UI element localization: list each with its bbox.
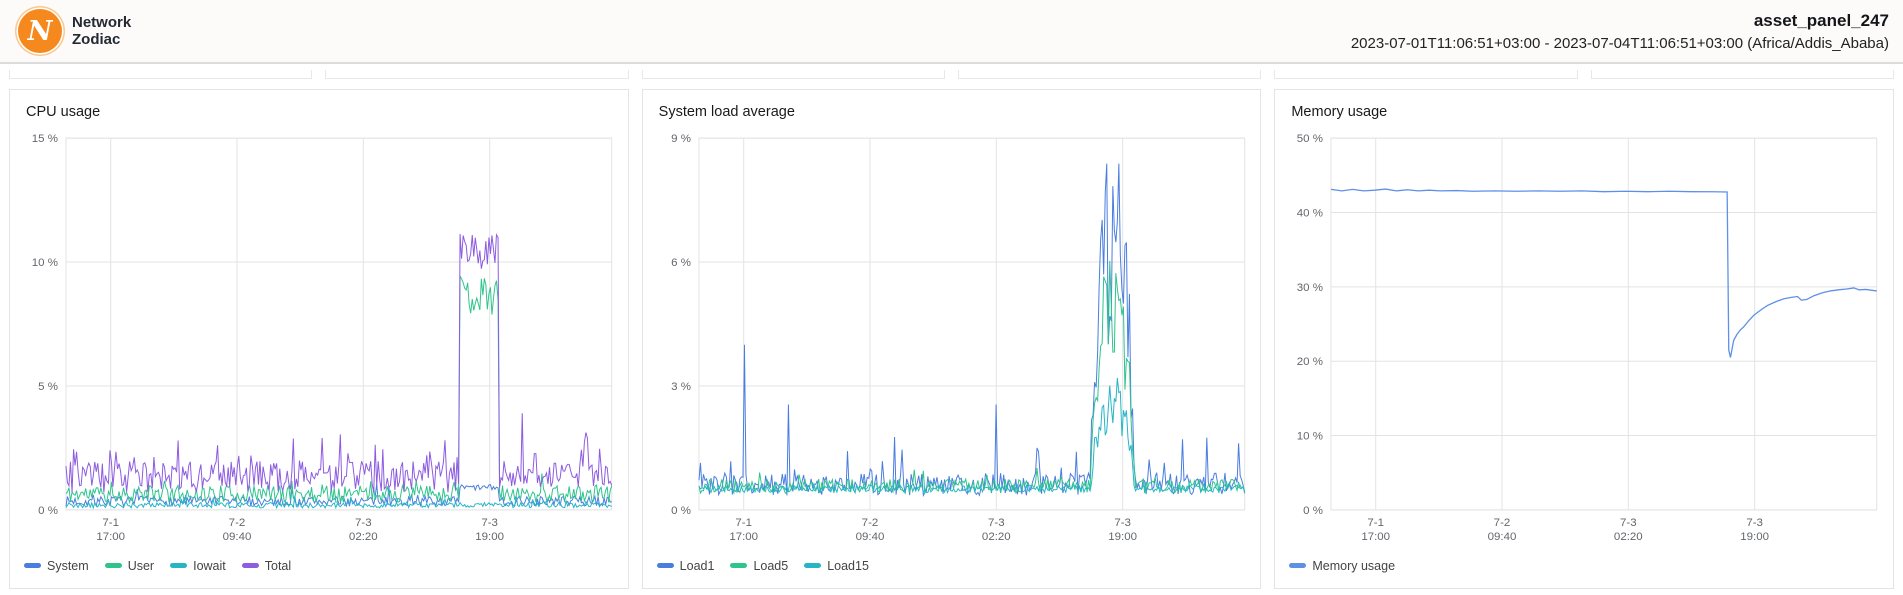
legend-label: User — [127, 558, 155, 573]
svg-text:10 %: 10 % — [32, 257, 58, 269]
chart-title: CPU usage — [26, 104, 101, 120]
cutoff-panel — [1274, 70, 1578, 79]
legend-swatch-icon — [24, 563, 41, 568]
svg-text:7-2: 7-2 — [229, 517, 246, 529]
svg-text:02:20: 02:20 — [982, 531, 1011, 543]
brand-name-line2: Zodiac — [72, 31, 121, 48]
memory-usage-chart[interactable]: 0 % 10 % 20 % 30 % 40 % 50 % 7-1 17:00 7-2 09:40 7… — [1275, 124, 1893, 556]
header-right: asset_panel_247 2023-07-01T11:06:51+03:0… — [1351, 11, 1889, 52]
legend-item-total[interactable]: Total — [241, 558, 292, 573]
svg-text:30 %: 30 % — [1297, 282, 1323, 294]
svg-text:02:20: 02:20 — [1614, 531, 1643, 543]
svg-text:7-3: 7-3 — [988, 517, 1005, 529]
svg-text:0 %: 0 % — [38, 505, 58, 517]
svg-text:09:40: 09:40 — [1488, 531, 1517, 543]
cpu-usage-chart[interactable]: 0 % 5 % 10 % 15 % 7-1 17:00 7-2 09:40 7-3 02:20 7-… — [10, 124, 628, 556]
legend-swatch-icon — [104, 563, 122, 568]
system-load-legend: Load1 Load5 Load15 — [643, 556, 1261, 588]
svg-text:5 %: 5 % — [38, 381, 58, 393]
legend-swatch-icon — [170, 563, 188, 568]
svg-text:7-2: 7-2 — [1494, 517, 1511, 529]
legend-item-load1[interactable]: Load1 — [656, 558, 715, 573]
memory-usage-legend: Memory usage — [1275, 556, 1893, 588]
legend-label: System — [47, 558, 89, 573]
svg-text:17:00: 17:00 — [96, 531, 125, 543]
svg-text:7-3: 7-3 — [355, 517, 372, 529]
cutoff-panel — [1590, 70, 1894, 79]
legend-label: Memory usage — [1312, 558, 1396, 573]
svg-text:19:00: 19:00 — [1108, 531, 1137, 543]
svg-text:7-1: 7-1 — [1368, 517, 1385, 529]
legend-item-load15[interactable]: Load15 — [804, 559, 869, 573]
svg-text:7-1: 7-1 — [735, 517, 752, 529]
svg-text:3 %: 3 % — [671, 381, 691, 393]
svg-text:19:00: 19:00 — [475, 531, 504, 543]
svg-text:19:00: 19:00 — [1741, 531, 1770, 543]
legend-swatch-icon — [656, 563, 674, 568]
legend-swatch-icon — [241, 563, 259, 568]
svg-text:02:20: 02:20 — [349, 531, 378, 543]
legend-item-memory-usage[interactable]: Memory usage — [1289, 559, 1395, 573]
svg-text:17:00: 17:00 — [729, 531, 758, 543]
cutoff-panel — [641, 70, 945, 79]
svg-text:6 %: 6 % — [671, 257, 691, 269]
svg-text:7-2: 7-2 — [861, 517, 878, 529]
legend-swatch-icon — [1289, 563, 1307, 568]
svg-text:7-3: 7-3 — [1747, 517, 1764, 529]
cutoff-panels-row — [9, 70, 1894, 79]
svg-text:0 %: 0 % — [671, 505, 691, 517]
legend-swatch-icon — [804, 563, 822, 568]
legend-item-user[interactable]: User — [104, 558, 155, 573]
chart-title: System load average — [658, 104, 795, 120]
legend-item-system[interactable]: System — [24, 559, 89, 573]
svg-text:09:40: 09:40 — [855, 531, 884, 543]
system-load-chart[interactable]: 0 % 3 % 6 % 9 % 7-1 17:00 7-2 09:40 7-3 02:20 7-3 1… — [643, 124, 1261, 556]
logo-letter: N — [27, 15, 53, 47]
svg-text:17:00: 17:00 — [1362, 531, 1391, 543]
panels-row: CPU usage 0 % 5 % 10 % 15 % 7-1 17:00 7-2 09:40… — [9, 89, 1895, 589]
app-header: N Network Zodiac asset_panel_247 2023-07… — [0, 0, 1903, 64]
panel-system-load-average: System load average 0 % 3 % 6 % 9 % 7-1 17:00… — [641, 89, 1262, 589]
brand-name: Network Zodiac — [72, 14, 131, 49]
legend-label: Load1 — [679, 558, 715, 573]
svg-text:20 %: 20 % — [1297, 356, 1323, 368]
legend-label: Total — [264, 558, 292, 573]
cutoff-panel — [957, 70, 1262, 79]
panel-cpu-usage: CPU usage 0 % 5 % 10 % 15 % 7-1 17:00 7-2 09:40… — [9, 89, 629, 589]
svg-text:09:40: 09:40 — [223, 531, 252, 543]
date-range: 2023-07-01T11:06:51+03:00 - 2023-07-04T1… — [1350, 34, 1889, 52]
legend-item-iowait[interactable]: Iowait — [170, 559, 226, 573]
svg-text:40 %: 40 % — [1297, 207, 1323, 219]
legend-label: Load5 — [753, 558, 789, 573]
svg-text:7-3: 7-3 — [481, 517, 498, 529]
svg-text:50 %: 50 % — [1297, 133, 1323, 145]
svg-text:7-3: 7-3 — [1114, 517, 1131, 529]
svg-text:10 %: 10 % — [1297, 431, 1323, 443]
chart-title: Memory usage — [1291, 104, 1388, 120]
cutoff-panel — [325, 70, 629, 79]
cutoff-panel — [9, 70, 313, 79]
brand: N Network Zodiac — [18, 9, 131, 53]
legend-label: Iowait — [193, 558, 226, 573]
legend-label: Load15 — [827, 558, 869, 573]
svg-text:0 %: 0 % — [1304, 505, 1324, 517]
cpu-usage-legend: System User Iowait Total — [10, 556, 628, 588]
svg-text:7-3: 7-3 — [1620, 517, 1637, 529]
brand-logo-icon: N — [18, 9, 62, 53]
svg-text:15 %: 15 % — [32, 133, 58, 145]
svg-text:9 %: 9 % — [671, 133, 691, 145]
svg-text:7-1: 7-1 — [102, 517, 119, 529]
brand-name-line1: Network — [72, 13, 132, 31]
legend-swatch-icon — [730, 563, 748, 568]
legend-item-load5[interactable]: Load5 — [730, 559, 788, 573]
dashboard-title: asset_panel_247 — [1753, 10, 1889, 30]
panel-memory-usage: Memory usage 0 % 10 % 20 % 30 % 40 % 50 % 7-1 1… — [1274, 89, 1895, 589]
